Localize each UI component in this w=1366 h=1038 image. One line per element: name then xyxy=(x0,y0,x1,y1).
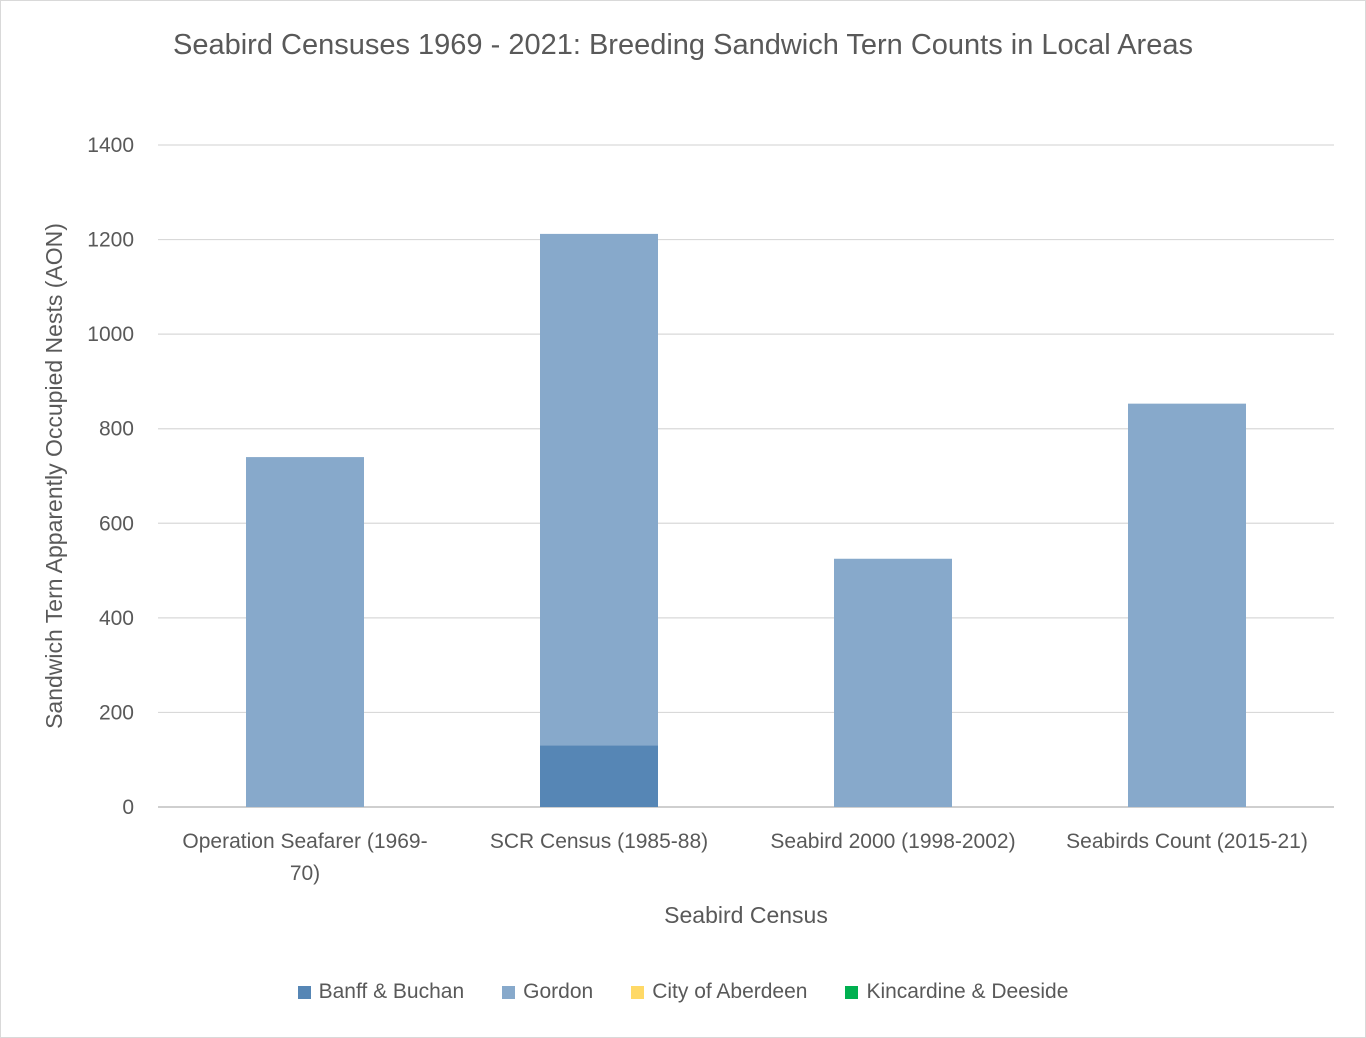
legend-swatch xyxy=(297,985,311,999)
y-tick-label: 400 xyxy=(99,607,134,630)
legend: Banff & Buchan Gordon City of Aberdeen Kinc… xyxy=(0,980,1366,1004)
bar-segment xyxy=(246,457,364,807)
x-axis-title: Seabird Census xyxy=(664,902,828,928)
legend-label: City of Aberdeen xyxy=(652,980,808,1003)
y-tick-label: 800 xyxy=(99,418,134,441)
y-tick-labels: 0 200 400 600 800 1000 1200 1400 xyxy=(87,134,134,819)
y-tick-label: 1200 xyxy=(87,229,134,252)
y-tick-label: 1400 xyxy=(87,134,134,157)
y-tick-label: 0 xyxy=(122,796,134,819)
y-tick-label: 200 xyxy=(99,701,134,724)
legend-item: City of Aberdeen xyxy=(631,980,807,1004)
bar-segment xyxy=(834,558,952,807)
chart-title: Seabird Censuses 1969 - 2021: Breeding S… xyxy=(173,29,1193,61)
bars xyxy=(246,233,1246,807)
legend-item: Kincardine & Deeside xyxy=(845,980,1068,1004)
legend-item: Gordon xyxy=(502,980,593,1004)
legend-swatch xyxy=(845,985,859,999)
category-label: 70) xyxy=(290,862,320,885)
legend-label: Banff & Buchan xyxy=(318,980,465,1003)
category-label: SCR Census (1985-88) xyxy=(490,830,708,853)
bar-segment xyxy=(1128,403,1246,807)
category-labels: Operation Seafarer (1969- 70) SCR Census (… xyxy=(182,830,1307,885)
legend-label: Kincardine & Deeside xyxy=(866,980,1069,1003)
y-tick-label: 600 xyxy=(99,512,134,535)
category-label: Seabirds Count (2015-21) xyxy=(1066,830,1308,853)
category-label: Operation Seafarer (1969- xyxy=(182,830,427,853)
bar-segment xyxy=(540,745,658,807)
legend-item: Banff & Buchan xyxy=(297,980,465,1004)
legend-swatch xyxy=(502,985,516,999)
y-tick-label: 1000 xyxy=(87,323,134,346)
legend-label: Gordon xyxy=(523,980,594,1003)
y-axis-title: Sandwich Tern Apparently Occupied Nests … xyxy=(41,223,67,729)
category-label: Seabird 2000 (1998-2002) xyxy=(770,830,1015,853)
bar-segment xyxy=(540,233,658,746)
legend-swatch xyxy=(631,985,645,999)
